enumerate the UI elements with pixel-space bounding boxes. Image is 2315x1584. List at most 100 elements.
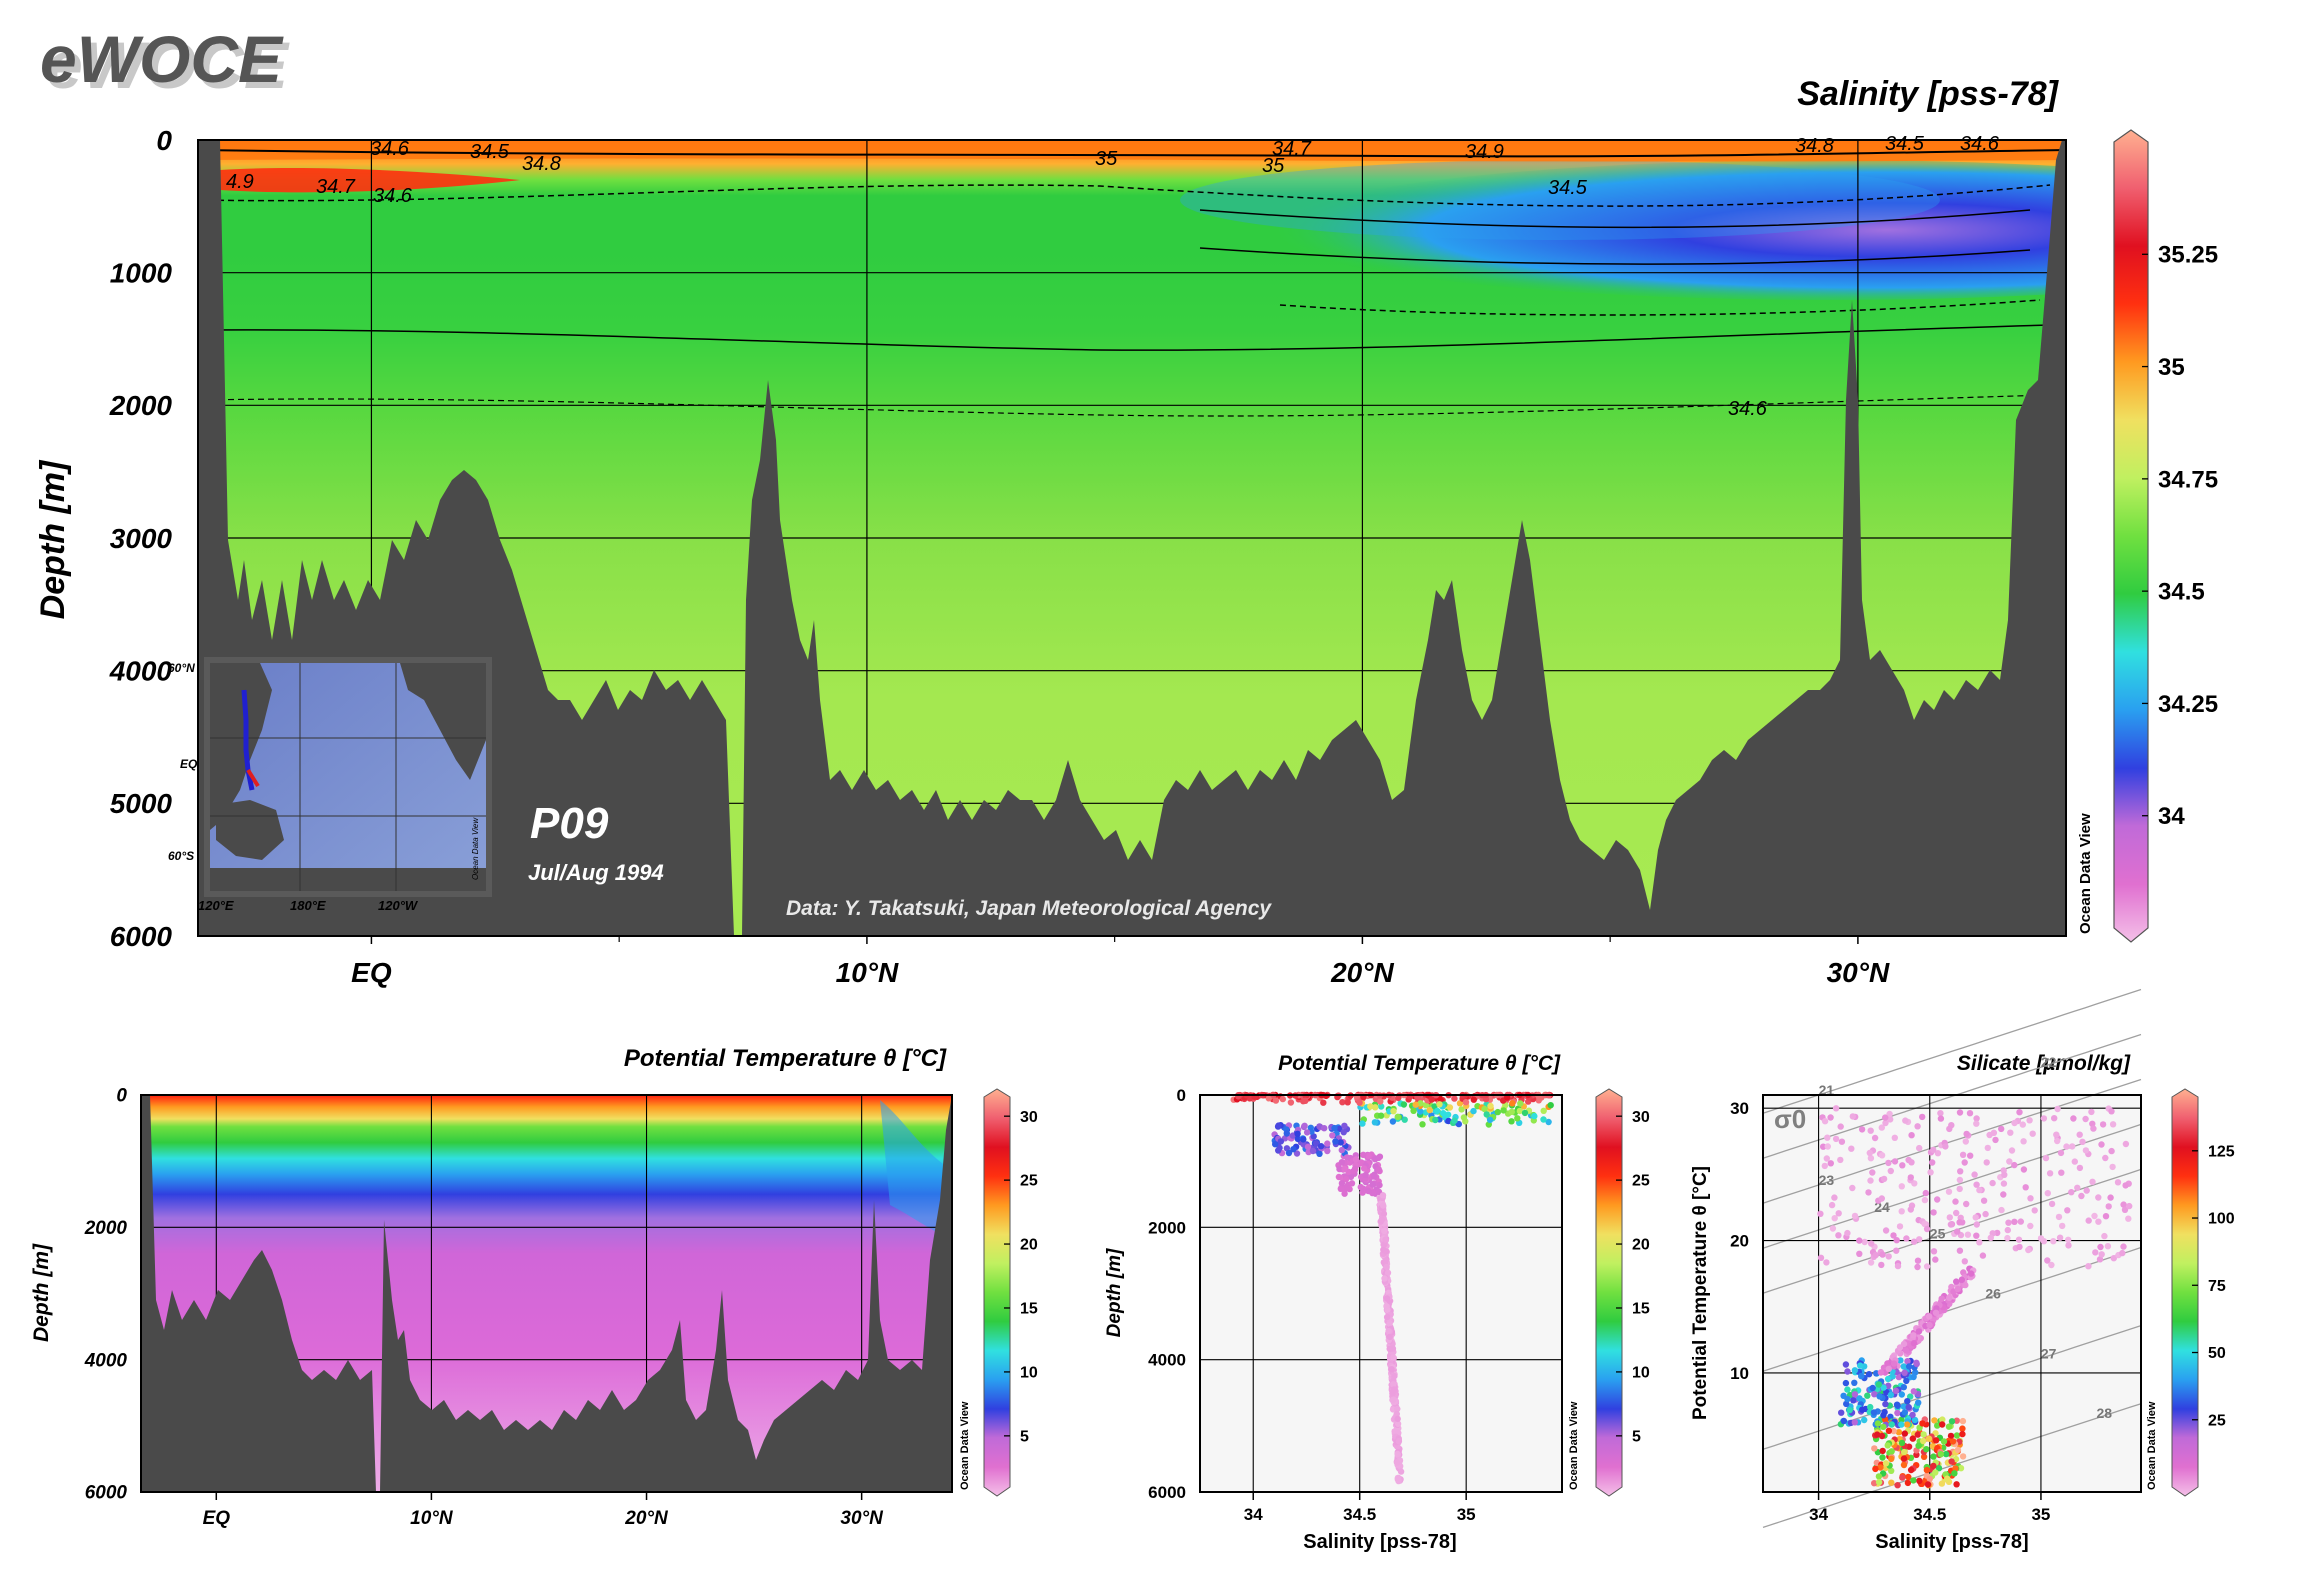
profile-point (1393, 1459, 1401, 1466)
ts-point (1890, 1232, 1897, 1239)
colorbar-label: 75 (2208, 1278, 2226, 1295)
ts-point (1901, 1430, 1909, 1437)
x-tick-label: 34.5 (1343, 1505, 1376, 1524)
ts-point (1914, 1123, 1921, 1130)
low-salinity-tongue (1270, 160, 2066, 300)
ts-point (1848, 1145, 1855, 1152)
profile-point (1379, 1202, 1387, 1209)
ts-point (1858, 1372, 1865, 1380)
logo-shadow: eWOCE (46, 28, 290, 102)
isopycnal-line (1762, 988, 2142, 1114)
inset-map-antarctica (210, 868, 486, 891)
ts-point (1895, 1429, 1903, 1436)
ts-point (1923, 1225, 1931, 1233)
ts-point (1956, 1247, 1964, 1254)
ts-point (1856, 1395, 1863, 1402)
profile-point (1385, 1327, 1392, 1335)
ts-point (1851, 1367, 1859, 1374)
contour-label: 34.7 (316, 176, 356, 198)
ts-point (1925, 1435, 1933, 1442)
low-salinity-tongue-outer (1180, 160, 1940, 240)
ts-point (2027, 1222, 2034, 1230)
profile-point (1547, 1102, 1554, 1109)
profile-point (1394, 1474, 1402, 1482)
x-tick-label: 35 (1457, 1505, 1476, 1524)
ts-point (2126, 1202, 2133, 1210)
profile-point (1383, 1263, 1390, 1271)
ts-point (2000, 1191, 2007, 1198)
ts-point (1871, 1480, 1878, 1487)
ts-point (1884, 1360, 1891, 1367)
ts-point (1890, 1427, 1897, 1435)
profile-point (1494, 1108, 1502, 1116)
ts-point (1893, 1401, 1901, 1408)
profile-point (1391, 1372, 1398, 1380)
ts-point (1870, 1409, 1878, 1416)
colorbar-label: 20 (1020, 1237, 1038, 1254)
inset-map-australia (216, 800, 284, 860)
ts-point (2109, 1163, 2116, 1171)
ts-point (2048, 1200, 2056, 1208)
ts-point (1934, 1422, 1941, 1429)
ts-point (2022, 1184, 2029, 1191)
contour-label: 34.6 (370, 138, 410, 160)
profile-point (1294, 1135, 1302, 1143)
ts-colorbar: 25 50 75 100 125 (2171, 1088, 2235, 1497)
isopycnal-label: 28 (2097, 1405, 2113, 1421)
ts-point (1905, 1363, 1913, 1370)
contour-line (198, 184, 2051, 207)
ts-point (2037, 1235, 2045, 1242)
ts-point (1856, 1250, 1863, 1258)
ts-point (1898, 1183, 1906, 1190)
ts-point (1923, 1446, 1930, 1453)
ts-point (1956, 1219, 1963, 1226)
profile-point (1508, 1108, 1516, 1116)
profile-point (1344, 1099, 1351, 1106)
ts-point (1864, 1392, 1871, 1399)
main-title: Salinity [pss-78] (1797, 75, 2059, 113)
ts-point (1884, 1375, 1892, 1383)
x-tick-label: 35 (2031, 1505, 2050, 1524)
temp-ylabel: Depth [m] (30, 1243, 53, 1342)
ts-point (1926, 1313, 1933, 1320)
main-watermark: Ocean Data View (2077, 813, 2094, 934)
profile-point (1521, 1109, 1529, 1117)
colorbar-label: 25 (1020, 1173, 1038, 1190)
isopycnal-label: 22 (2041, 1054, 2057, 1070)
ts-point (2122, 1140, 2130, 1148)
ts-point (1909, 1435, 1917, 1442)
profile-point (1336, 1165, 1343, 1173)
profile-point (1514, 1115, 1521, 1122)
profile-point (1360, 1165, 1368, 1172)
profile-ylabel: Depth [m] (1104, 1248, 1125, 1337)
ts-point (1973, 1221, 1981, 1228)
ts-point (1817, 1254, 1825, 1262)
inset-lon-label: 120°E (198, 898, 234, 913)
ts-point (1957, 1465, 1965, 1472)
profile-point (1377, 1098, 1384, 1105)
ts-point (2068, 1189, 2075, 1196)
ts-points (1817, 1105, 2133, 1489)
ts-point (2082, 1115, 2089, 1123)
profile-point (1335, 1173, 1343, 1181)
ts-point (1885, 1427, 1893, 1435)
ts-point (2057, 1149, 2065, 1157)
profile-point (1417, 1108, 1424, 1115)
profile-point (1517, 1100, 1524, 1107)
ts-point (1880, 1175, 1888, 1183)
ts-point (1844, 1368, 1851, 1375)
ts-point (1842, 1361, 1850, 1368)
ts-point (1902, 1347, 1910, 1354)
inset-lon-label: 120°W (378, 898, 419, 913)
ts-point (2122, 1182, 2129, 1189)
ts-point (1898, 1208, 1905, 1215)
profile-point (1272, 1141, 1279, 1148)
ts-point (1888, 1467, 1895, 1475)
colorbar-label: 35.25 (2158, 242, 2218, 269)
ts-point (1934, 1196, 1941, 1203)
ts-colorbar-bar (2171, 1088, 2199, 1497)
ts-point (1954, 1228, 1961, 1235)
profile-point (1470, 1096, 1478, 1103)
ts-point (1973, 1120, 1980, 1127)
profile-point (1317, 1143, 1325, 1150)
